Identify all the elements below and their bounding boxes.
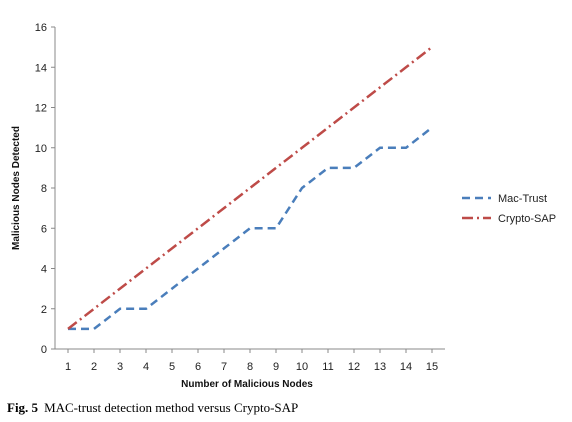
x-tick-label: 2 [91,361,97,373]
x-axis-title: Number of Malicious Nodes [181,379,313,390]
x-tick-label: 5 [169,361,175,373]
y-tick-label: 14 [35,62,47,74]
x-tick-label: 7 [221,361,227,373]
x-axis-ticks: 1 2 3 4 5 6 7 8 9 10 11 12 13 14 15 [65,349,438,373]
figure-caption: Fig. 5 MAC-trust detection method versus … [7,400,298,416]
x-tick-label: 4 [143,361,149,373]
y-tick-label: 4 [41,264,47,276]
x-tick-label: 11 [322,361,333,373]
y-tick-label: 8 [41,183,47,195]
y-tick-label: 2 [41,304,47,316]
y-axis-title: Malicious Nodes Detected [11,126,22,250]
x-tick-label: 14 [400,361,412,373]
y-tick-label: 12 [35,103,47,115]
figure-label: Fig. 5 [7,400,39,415]
x-tick-label: 9 [273,361,279,373]
x-tick-label: 13 [374,361,386,373]
series-lines [67,46,433,331]
y-tick-label: 16 [35,22,47,34]
y-tick-label: 10 [35,143,47,155]
x-tick-label: 10 [296,361,308,373]
series-line-mac-trust [68,126,433,331]
x-tick-label: 12 [348,361,360,373]
x-tick-label: 15 [426,361,438,373]
x-tick-label: 8 [247,361,253,373]
x-tick-label: 1 [65,361,71,373]
legend: Mac-Trust Crypto-SAP [462,193,556,225]
series-line-crypto-sap [67,46,433,330]
x-tick-label: 3 [117,361,123,373]
y-tick-label: 0 [41,344,47,356]
legend-label: Mac-Trust [498,193,547,205]
legend-label: Crypto-SAP [498,213,556,225]
x-tick-label: 6 [195,361,201,373]
y-axis-ticks: 0 2 4 6 8 10 12 14 16 [35,22,55,356]
y-tick-label: 6 [41,223,47,235]
figure-caption-text: MAC-trust detection method versus Crypto… [44,400,299,415]
